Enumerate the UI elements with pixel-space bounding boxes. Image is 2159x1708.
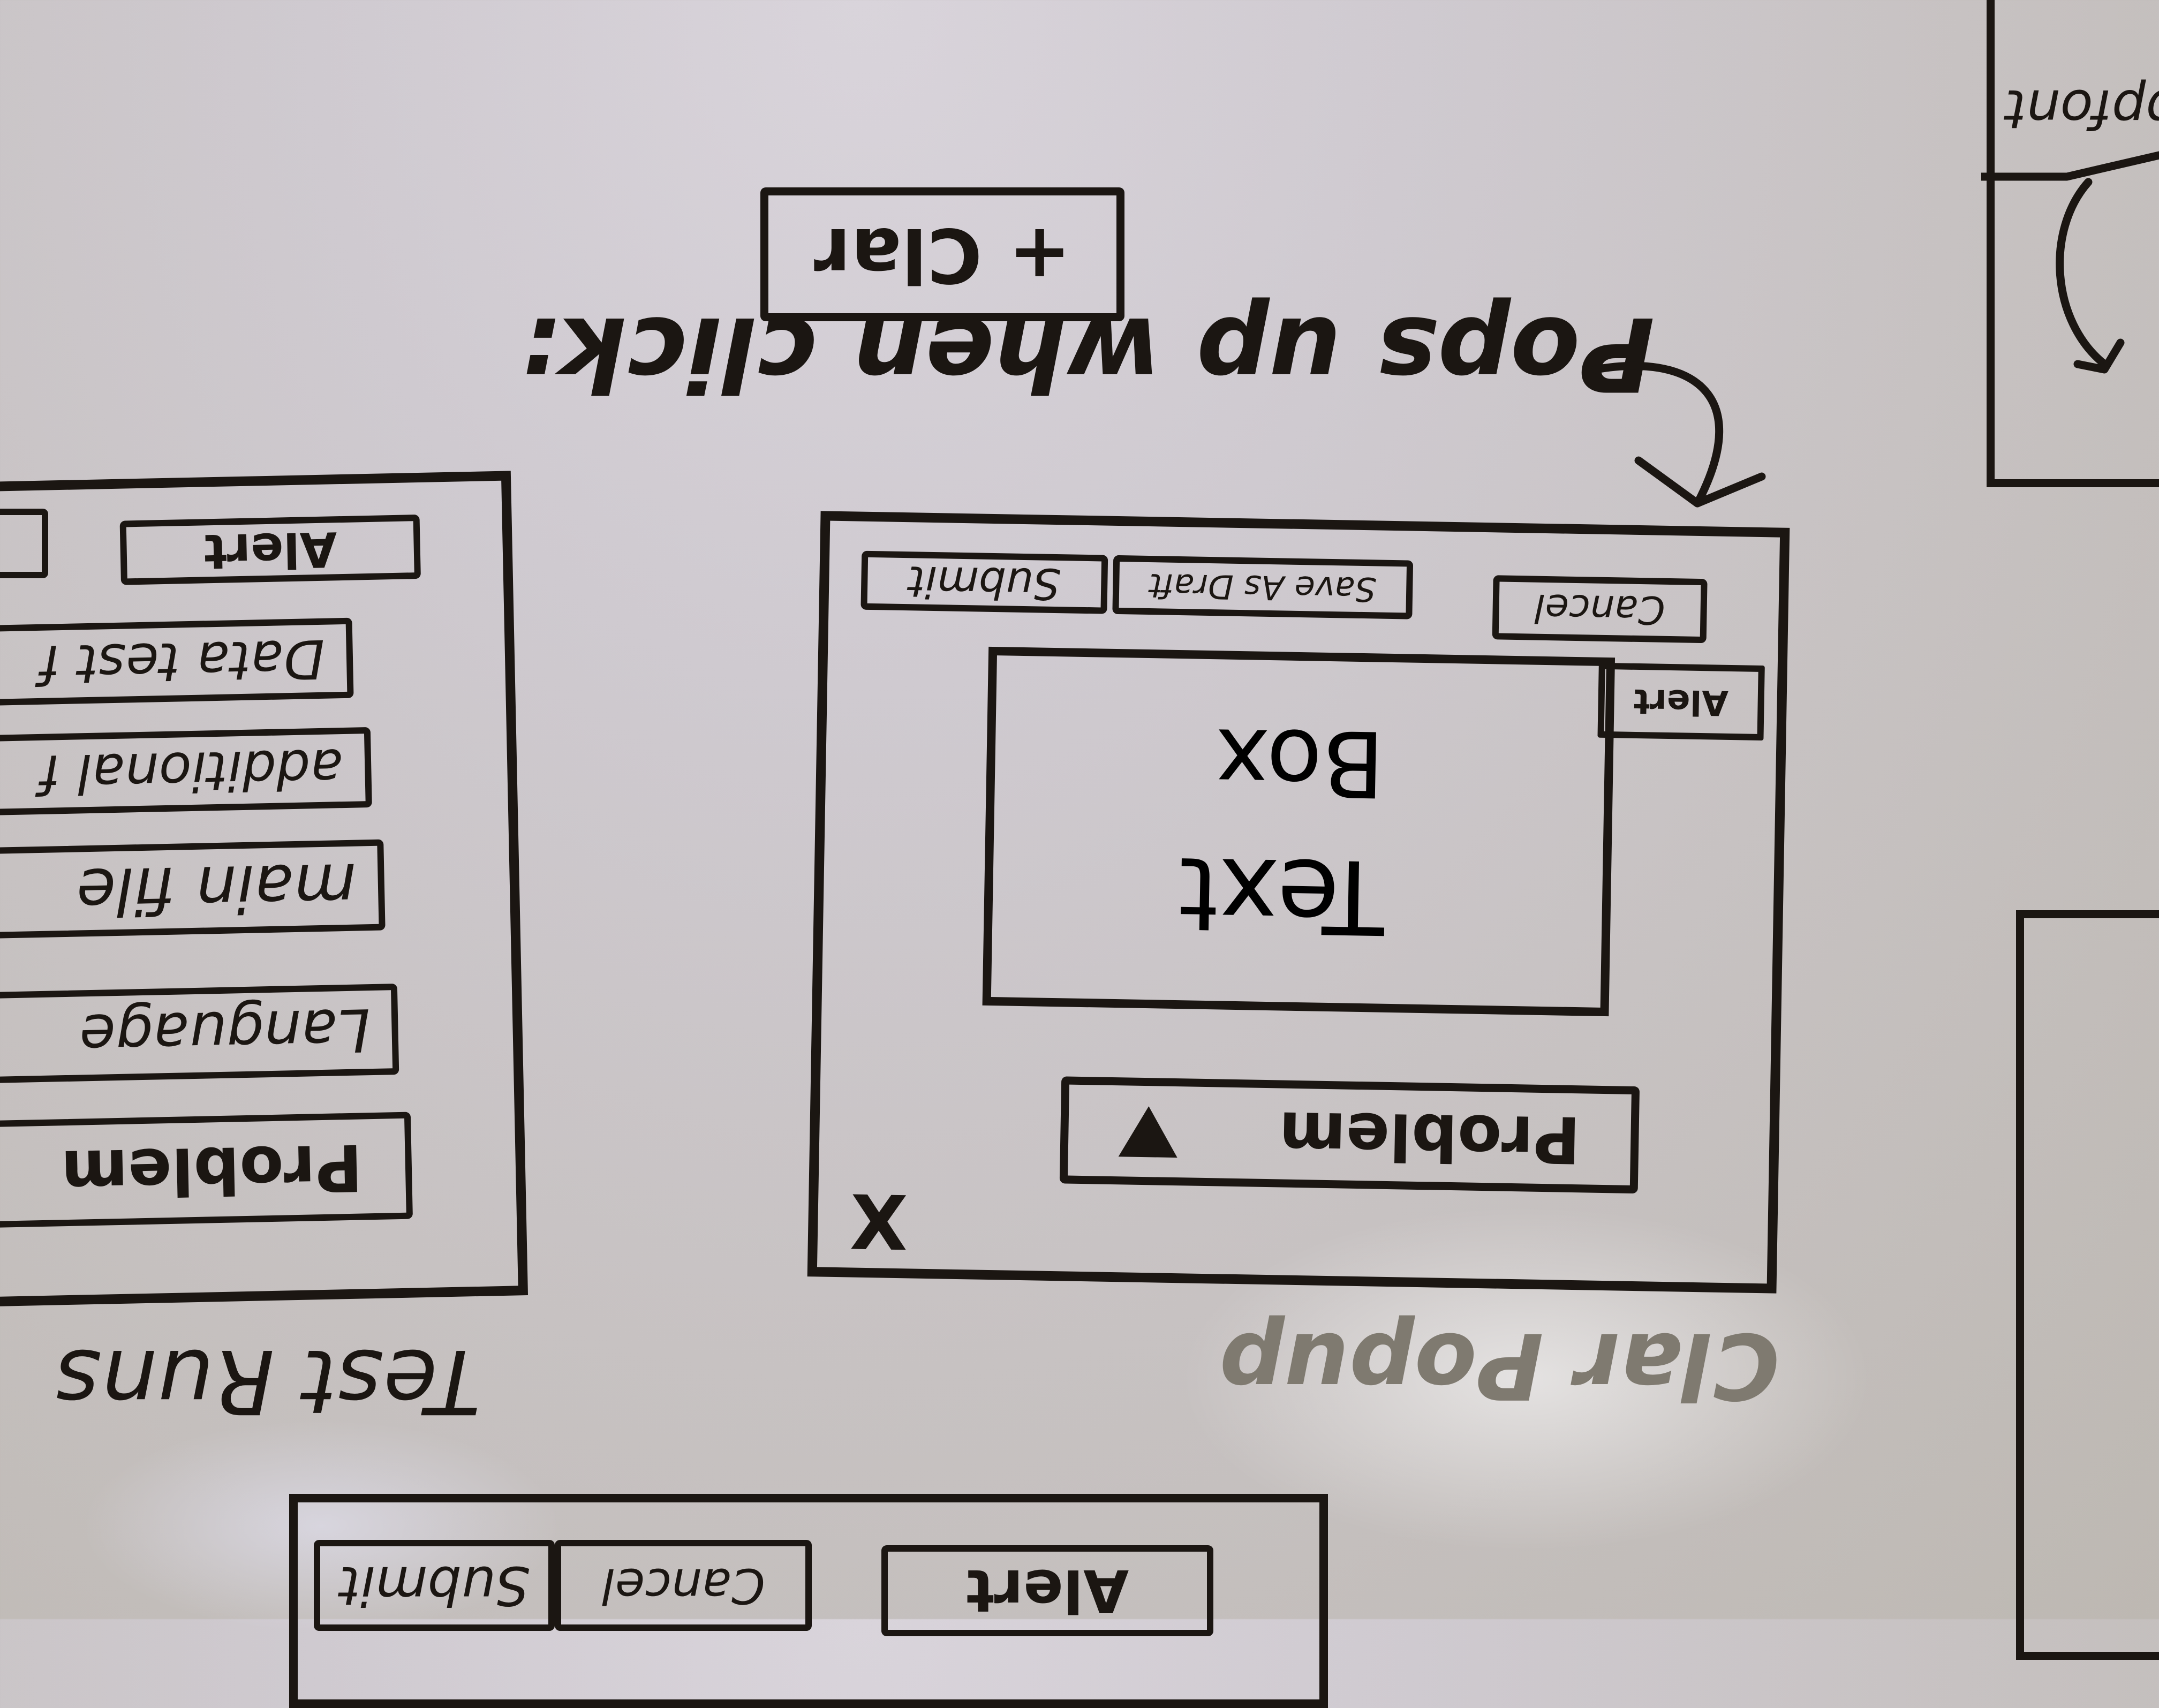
popup-close-icon[interactable]: X (849, 1180, 909, 1268)
test-runs-field-problem[interactable]: Problem (0, 1112, 413, 1229)
right-panel-divider (1981, 151, 2159, 374)
popup-submit-button[interactable]: Submit (860, 550, 1108, 614)
clar-popup: Submit Save As Draft Cancel Alert Box Te… (807, 511, 1790, 1294)
text-box-line1: Text (1177, 834, 1386, 956)
test-runs-left-stub (0, 509, 48, 578)
right-panel-label: ppfont (2005, 78, 2159, 140)
test-runs-caption: Test Runs (55, 1330, 481, 1433)
clar-popup-caption: Clar Popup (1219, 1312, 1780, 1418)
popup-cancel-button[interactable]: Cancel (1492, 575, 1708, 644)
curved-arrow-icon (1591, 362, 1766, 508)
right-bottom-panel (2016, 910, 2159, 1660)
bottom-cancel-button[interactable]: Cancel (555, 1540, 812, 1631)
bottom-alert-button[interactable]: Alert (881, 1545, 1213, 1636)
clar-button[interactable]: + Clar (760, 187, 1124, 321)
test-runs-field-language[interactable]: Language (0, 984, 399, 1084)
popup-alert-button[interactable]: Alert (1597, 662, 1765, 741)
test-runs-field-additional[interactable]: additional f (0, 727, 372, 817)
test-runs-panel: Alert Data test f additional f main file… (0, 471, 529, 1307)
dropdown-triangle-icon (1118, 1105, 1179, 1158)
text-box-line2: Box (1214, 707, 1386, 817)
test-runs-alert-button[interactable]: Alert (119, 514, 421, 585)
bottom-panel: Submit Cancel Alert (289, 1494, 1328, 1708)
test-runs-field-main-file[interactable]: main file (0, 839, 386, 940)
bottom-submit-button[interactable]: Submit (314, 1540, 555, 1631)
popup-save-as-draft-button[interactable]: Save As Draft (1112, 555, 1414, 619)
test-runs-field-data-test[interactable]: Data test f (0, 617, 354, 707)
pops-up-note: Pops up when click: (519, 294, 1655, 413)
popup-problem-dropdown[interactable]: Problem (1059, 1076, 1640, 1194)
right-top-panel: ppfont (1987, 0, 2159, 487)
popup-text-box[interactable]: Box Text (982, 646, 1616, 1017)
